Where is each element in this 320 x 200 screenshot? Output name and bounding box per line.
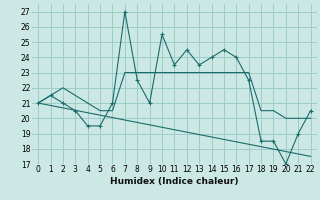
X-axis label: Humidex (Indice chaleur): Humidex (Indice chaleur) <box>110 177 239 186</box>
